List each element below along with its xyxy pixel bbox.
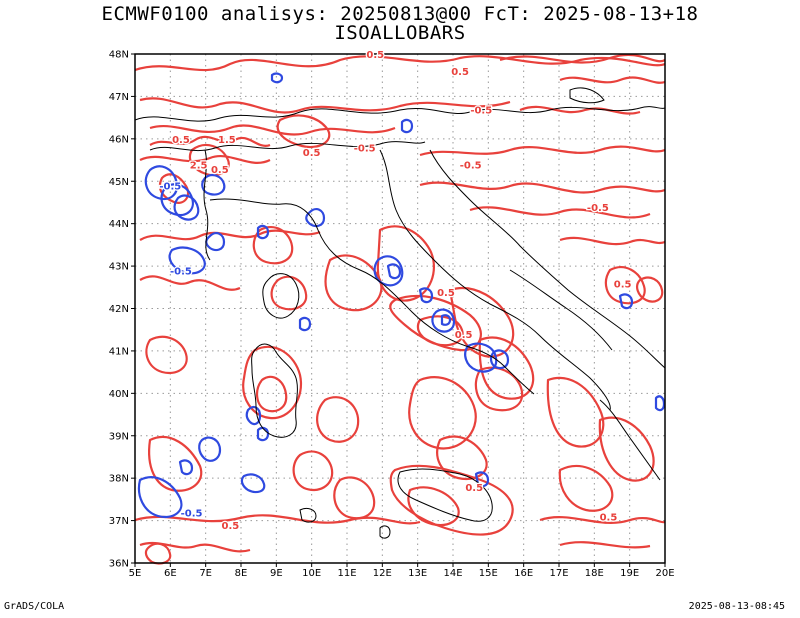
contour-label: -0.5: [170, 267, 192, 278]
footer-credit: GrADS/COLA: [4, 601, 65, 612]
x-tick-label: 14E: [443, 568, 462, 579]
y-tick-label: 37N: [109, 516, 129, 527]
contour-label: 0.5: [222, 521, 240, 532]
x-tick-label: 10E: [302, 568, 321, 579]
contour-layer: [134, 53, 666, 565]
country-borders: [134, 87, 666, 539]
y-tick-label: 39N: [109, 431, 129, 442]
x-tick-label: 17E: [549, 568, 568, 579]
positive-contours: [134, 53, 666, 565]
y-tick-label: 43N: [109, 262, 129, 273]
chart-subtitle: ISOALLOBARS: [334, 22, 466, 44]
contour-label: 0.5: [366, 50, 384, 61]
negative-contours: [137, 72, 666, 519]
contour-label: -0.5: [470, 105, 492, 116]
x-tick-label: 20E: [655, 568, 674, 579]
contour-label: 0.5: [172, 135, 190, 146]
x-tick-label: 11E: [337, 568, 356, 579]
x-tick-label: 7E: [199, 568, 212, 579]
contour-label: 0.5: [600, 513, 618, 524]
y-tick-labels: 36N 37N 38N 39N 40N 41N 42N 43N 44N 45N 46N 47N 48N: [109, 50, 135, 570]
y-tick-label: 41N: [109, 346, 129, 357]
contour-label: 0.5: [303, 148, 321, 159]
contour-labels: 0.50.5-0.51.50.52.5 0.5-0.5-0.50.5-0.5-0.…: [158, 49, 633, 533]
y-tick-label: 42N: [109, 304, 129, 315]
y-tick-label: 36N: [109, 559, 129, 570]
contour-label: 2.5: [190, 161, 208, 172]
contour-label: -0.5: [460, 161, 482, 172]
x-tick-labels: 5E 6E 7E 8E 9E 10E 11E 12E 13E 14E 15E 16E 17E 18E 19E…: [129, 563, 675, 579]
contour-label: 0.5: [614, 279, 632, 290]
contour-label: 0.5: [465, 483, 483, 494]
x-tick-label: 8E: [235, 568, 248, 579]
chart-title: ECMWF0100 analisys: 20250813@00 FcT: 202…: [101, 3, 699, 25]
y-tick-label: 40N: [109, 389, 129, 400]
x-tick-label: 6E: [164, 568, 177, 579]
x-tick-label: 15E: [479, 568, 498, 579]
contour-label: 0.5: [437, 288, 455, 299]
x-tick-label: 13E: [408, 568, 427, 579]
y-tick-label: 48N: [109, 50, 129, 61]
contour-label: -0.5: [181, 508, 203, 519]
x-tick-label: 16E: [514, 568, 533, 579]
contour-label: -0.5: [354, 144, 376, 155]
y-tick-label: 38N: [109, 474, 129, 485]
y-tick-label: 45N: [109, 177, 129, 188]
x-tick-label: 19E: [620, 568, 639, 579]
contour-label: -0.5: [587, 203, 609, 214]
x-tick-label: 5E: [129, 568, 142, 579]
x-tick-label: 9E: [270, 568, 283, 579]
x-tick-label: 12E: [373, 568, 392, 579]
contour-label: 0.5: [211, 165, 229, 176]
y-tick-label: 46N: [109, 134, 129, 145]
contour-label: 0.5: [451, 67, 469, 78]
x-tick-label: 18E: [585, 568, 604, 579]
y-tick-label: 47N: [109, 92, 129, 103]
contour-label: -0.5: [159, 182, 181, 193]
footer-timestamp: 2025-08-13-08:45: [688, 601, 785, 612]
y-tick-label: 44N: [109, 219, 129, 230]
contour-label: 1.5: [218, 135, 236, 146]
contour-label: 0.5: [455, 330, 473, 341]
